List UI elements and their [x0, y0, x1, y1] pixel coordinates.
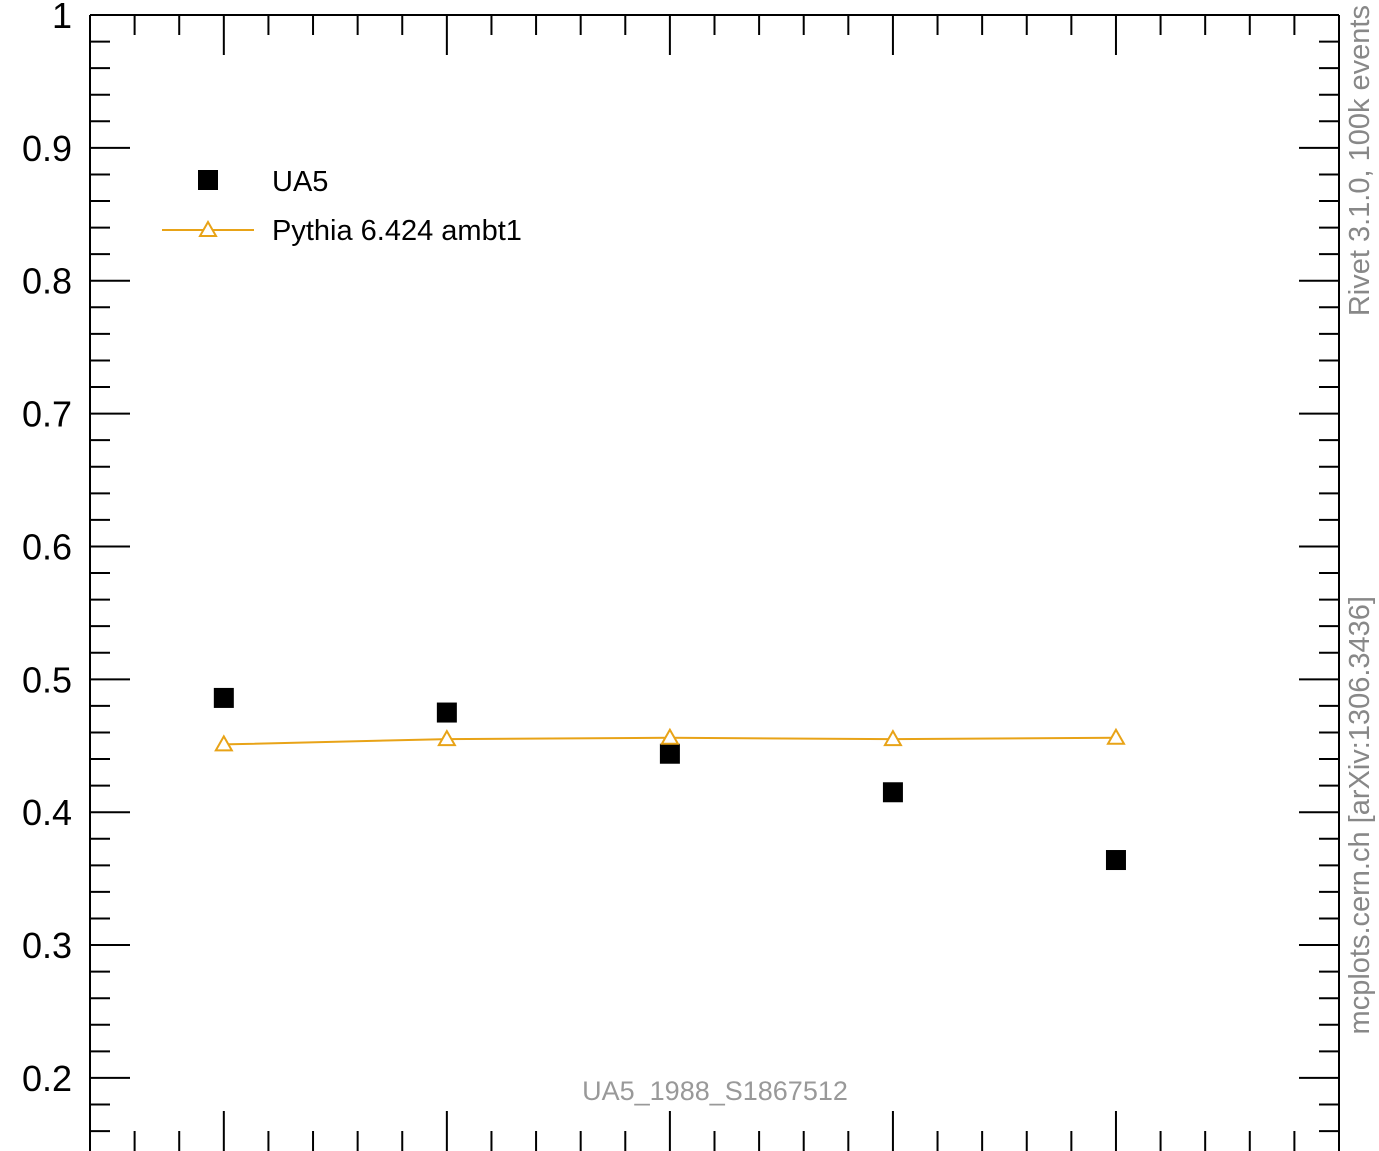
legend-label-ua5: UA5: [272, 166, 328, 198]
data-point-ua5: [659, 743, 680, 764]
analysis-watermark: UA5_1988_S1867512: [582, 1076, 848, 1106]
y-tick-label: 0.8: [22, 261, 72, 302]
axis-ticks: [90, 14, 1339, 1151]
y-tick-label: 0.6: [22, 526, 72, 567]
data-point-pythia: [437, 729, 457, 747]
data-point-pythia: [1106, 727, 1126, 745]
y-tick-label: 0.5: [22, 659, 72, 700]
y-tick-label: 1: [52, 0, 72, 36]
legend: UA5 Pythia 6.424 ambt1: [162, 166, 522, 247]
legend-marker-pythia: [198, 219, 218, 237]
data-point-ua5: [1105, 850, 1126, 871]
legend-marker-ua5: [198, 170, 218, 190]
data-point-pythia: [214, 734, 234, 752]
data-point-pythia: [883, 729, 903, 747]
mcplots-source-label: mcplots.cern.ch [arXiv:1306.3436]: [1344, 596, 1376, 1034]
data-point-ua5: [213, 687, 234, 708]
y-tick-label: 0.4: [22, 792, 72, 833]
y-tick-labels: 0.2 0.3 0.4 0.5 0.6 0.7 0.8 0.9 1: [22, 0, 72, 1099]
data-point-ua5: [436, 702, 457, 723]
y-tick-label: 0.2: [22, 1058, 72, 1099]
data-series: [213, 687, 1126, 871]
legend-label-pythia: Pythia 6.424 ambt1: [272, 215, 522, 247]
data-point-pythia: [660, 727, 680, 745]
y-tick-label: 0.3: [22, 925, 72, 966]
y-tick-label: 0.9: [22, 128, 72, 169]
rivet-version-label: Rivet 3.1.0, 100k events: [1344, 5, 1376, 316]
y-tick-label: 0.7: [22, 394, 72, 435]
data-point-ua5: [882, 782, 903, 803]
